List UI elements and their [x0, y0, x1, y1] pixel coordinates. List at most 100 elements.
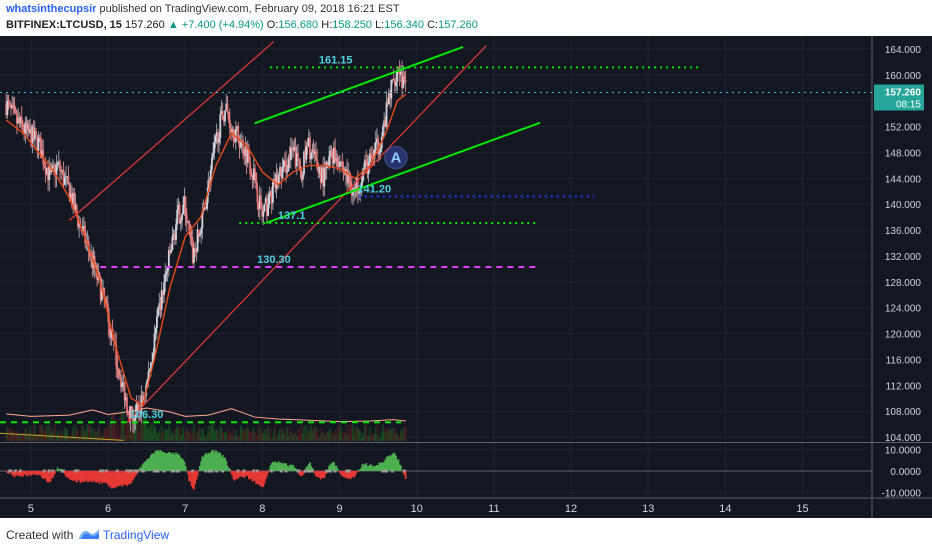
- volume-bar: [100, 435, 103, 441]
- volume-bar: [196, 431, 199, 441]
- volume-bar: [237, 437, 240, 441]
- candle-body: [17, 118, 20, 124]
- volume-bar: [147, 425, 150, 441]
- volume-bar: [282, 432, 285, 441]
- candle-body: [236, 126, 238, 129]
- oscillator-bar: [188, 471, 191, 482]
- candle-body: [170, 249, 173, 254]
- candle-body: [176, 209, 179, 225]
- author-link[interactable]: whatsinthecupsir: [6, 3, 97, 15]
- volume-bar: [83, 429, 85, 441]
- candle-body: [391, 79, 394, 80]
- oscillator-bar: [93, 471, 96, 481]
- oscillator-bar: [163, 452, 165, 471]
- tradingview-link[interactable]: TradingView: [103, 528, 170, 542]
- volume-bar: [96, 434, 98, 441]
- candle-body: [382, 126, 384, 137]
- volume-bar: [160, 424, 163, 441]
- oscillator-bar: [346, 471, 348, 479]
- candle-body: [365, 159, 368, 164]
- level-106.30-label: 106.30: [130, 409, 164, 421]
- oscillator-bar: [239, 471, 242, 477]
- volume-bar: [323, 435, 326, 441]
- oscillator-bar: [356, 471, 359, 472]
- volume-bar: [359, 430, 362, 441]
- candle-body: [268, 191, 271, 205]
- volume-bar: [138, 432, 140, 441]
- candle-body: [352, 192, 354, 196]
- candle-body: [42, 150, 45, 164]
- candle-body: [169, 250, 171, 254]
- volume-bar: [85, 429, 88, 441]
- candle-body: [370, 153, 372, 157]
- publish-line: whatsinthecupsir published on TradingVie…: [6, 3, 400, 15]
- volume-bar: [181, 433, 183, 441]
- volume-bar: [185, 428, 188, 441]
- candle-body: [20, 116, 23, 124]
- oscillator-bar: [364, 464, 366, 471]
- candle-body: [136, 403, 139, 405]
- tradingview-logo-icon[interactable]: [78, 527, 100, 541]
- candle-body: [118, 374, 121, 378]
- volume-bar: [243, 429, 246, 441]
- volume-bar: [220, 427, 223, 441]
- candle-body: [218, 138, 220, 144]
- volume-bar: [372, 434, 375, 441]
- volume-bar: [199, 429, 201, 441]
- oscillator-bar: [130, 471, 133, 483]
- volume-bar: [298, 434, 301, 441]
- oscillator-bar: [227, 467, 230, 471]
- volume-bar: [317, 437, 320, 441]
- oscillator-bar: [257, 471, 260, 485]
- candle-body: [68, 183, 71, 201]
- oscillator-bar: [248, 471, 250, 480]
- volume-bar: [383, 432, 386, 441]
- oscillator-bar: [169, 452, 171, 471]
- volume-bar: [252, 427, 255, 441]
- candle-body: [27, 123, 30, 133]
- candle-body: [249, 162, 252, 175]
- candle-body: [389, 93, 392, 99]
- volume-bar: [388, 429, 390, 441]
- candle-body: [33, 131, 36, 140]
- candle-body: [135, 403, 138, 415]
- candle-body: [231, 129, 234, 133]
- oscillator-bar: [367, 465, 370, 471]
- oscillator-bar: [370, 464, 372, 471]
- candle-body: [7, 100, 10, 103]
- candle-body: [226, 103, 229, 113]
- volume-bar: [286, 427, 289, 441]
- oscillator-bar: [207, 452, 210, 471]
- candle-body: [262, 211, 265, 217]
- oscillator-bar: [396, 459, 399, 471]
- volume-bar: [362, 435, 365, 441]
- volume-bar: [366, 435, 369, 441]
- volume-bar: [224, 432, 226, 441]
- volume-bar: [379, 437, 382, 441]
- chart-area[interactable]: 161.15 141.20 137.1 130.30 106.30 A 104.000 10…: [0, 36, 932, 518]
- oscillator-dot: [333, 469, 337, 473]
- volume-bar: [90, 426, 92, 441]
- volume-bar: [395, 433, 398, 441]
- volume-bar: [47, 437, 49, 441]
- volume-bar: [390, 428, 393, 441]
- level-130.30-label: 130.30: [257, 254, 291, 266]
- volume-bar: [44, 428, 47, 441]
- volume-bar: [281, 429, 284, 441]
- volume-bar: [165, 430, 168, 441]
- candle-body: [157, 307, 159, 317]
- oscillator-bar: [221, 455, 224, 471]
- volume-bar: [403, 427, 406, 441]
- volume-bar: [344, 435, 347, 441]
- candle-body: [43, 163, 46, 166]
- oscillator-bar: [42, 471, 45, 479]
- oscillator-bar: [63, 471, 66, 475]
- oscillator-bar: [90, 471, 92, 480]
- oscillator-dot: [101, 469, 105, 473]
- candle-body: [11, 105, 14, 108]
- volume-bar: [328, 430, 331, 441]
- volume-bar: [89, 425, 91, 441]
- oscillator-bar: [117, 471, 120, 486]
- price-tick-label: 108.000: [885, 407, 922, 418]
